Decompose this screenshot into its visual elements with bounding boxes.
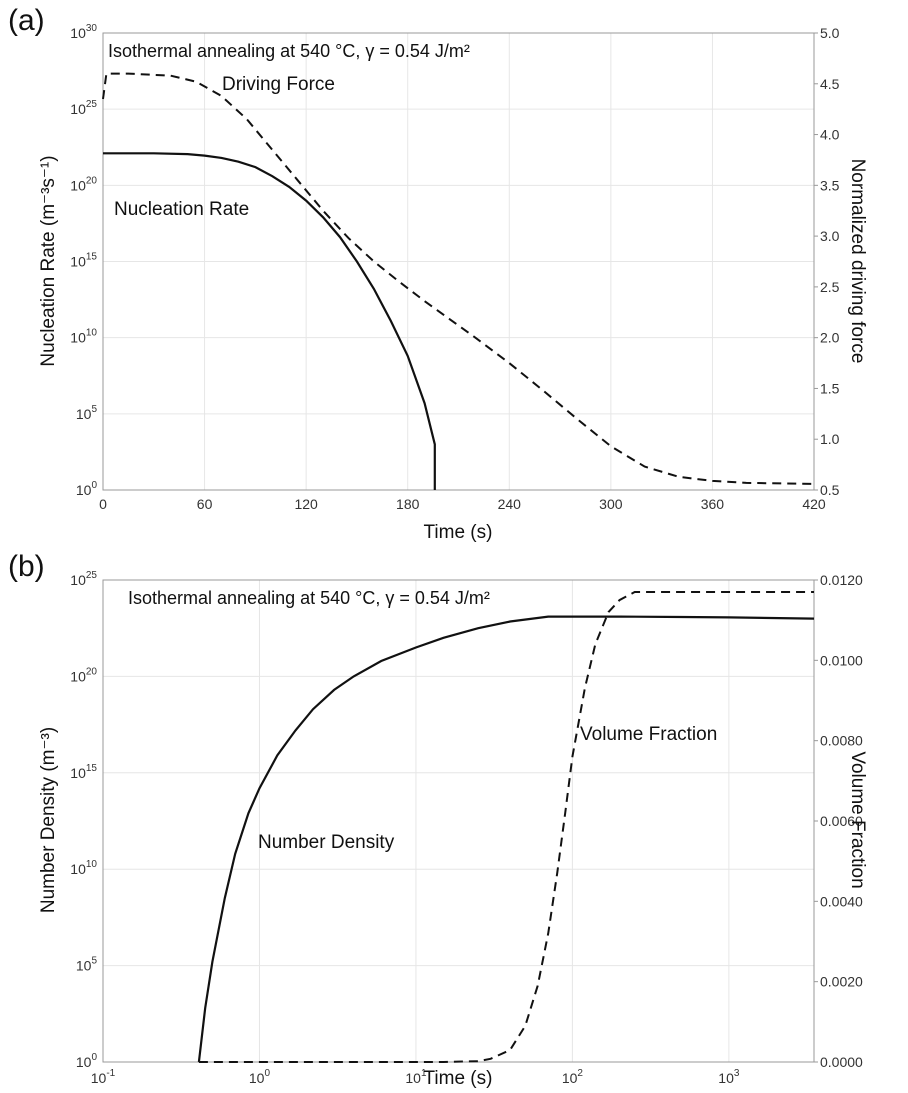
panel-a-y-right-title: Normalized driving force — [847, 159, 868, 364]
panel-a-x-tick-label: 120 — [294, 496, 318, 512]
volume-fraction-line — [198, 591, 814, 1063]
panel-b-grid — [102, 579, 814, 1063]
panel-a-y-right-tick-label: 3.0 — [820, 228, 840, 244]
panel-b-label: (b) — [8, 550, 45, 583]
panel-a-y-right-tick-label: 1.0 — [820, 431, 840, 447]
panel-b-y-right-tick-label: 0.0060 — [820, 813, 863, 829]
panel-b-y-left-tick-label: 1010 — [70, 859, 97, 877]
panel-b-y-right-tick-label: 0.0120 — [820, 572, 863, 588]
panel-a-x-tick-label: 240 — [498, 496, 522, 512]
panel-b-y-left-tick-label: 100 — [76, 1052, 98, 1070]
panel-a-y-right-tick-label: 0.5 — [820, 482, 840, 498]
panel-b-y-right-tick-label: 0.0040 — [820, 893, 863, 909]
panel-a-frame — [102, 32, 815, 491]
panel-b-y-right-tick-label: 0.0000 — [820, 1054, 863, 1070]
series-label-driving-force: Driving Force — [222, 74, 335, 95]
panel-a-y-right-tick-label: 4.5 — [820, 76, 840, 92]
panel-a-ticks: 0 60 120 180 240 300 360 420 100 105 1010 1015 1020 1… — [70, 23, 839, 512]
panel-a-y-left-tick-label: 1030 — [70, 23, 97, 41]
panel-b-annotation: Isothermal annealing at 540 °C, γ = 0.54… — [128, 588, 490, 608]
panel-a: (a) 0 60 120 180 240 300 360 420 100 105 1010 1015 1… — [8, 4, 868, 543]
panel-b-y-right-title: Volume Fraction — [847, 751, 868, 888]
panel-b-x-tick-label: 103 — [718, 1068, 740, 1086]
panel-a-x-tick-label: 0 — [99, 496, 107, 512]
panel-a-series — [102, 72, 815, 490]
panel-a-x-tick-label: 420 — [802, 496, 826, 512]
nucleation-rate-line — [103, 152, 436, 490]
panel-b-ticks: 10-1 100 101 102 10310010510101015102010250.… — [70, 570, 863, 1086]
panel-a-y-right-tick-label: 3.5 — [820, 177, 840, 193]
panel-b-y-right-tick-label: 0.0100 — [820, 652, 863, 668]
panel-a-y-right-tick-label: 2.5 — [820, 279, 840, 295]
series-label-number-density: Number Density — [258, 832, 395, 853]
panel-a-grid — [102, 32, 815, 491]
panel-a-x-tick-label: 300 — [599, 496, 623, 512]
panel-a-annotation: Isothermal annealing at 540 °C, γ = 0.54… — [108, 41, 470, 61]
panel-b-y-left-title: Number Density (m⁻³) — [38, 727, 59, 913]
panel-a-x-tick-label: 60 — [197, 496, 213, 512]
panel-a-y-left-tick-label: 1015 — [70, 252, 97, 270]
panel-a-x-tick-label: 360 — [701, 496, 725, 512]
panel-b-x-tick-label: 101 — [405, 1068, 427, 1086]
panel-b-x-tick-label: 10-1 — [91, 1068, 116, 1086]
panel-b-x-tick-label: 102 — [562, 1068, 584, 1086]
panel-a-x-title: Time (s) — [424, 522, 493, 543]
panel-a-y-left-tick-label: 1020 — [70, 175, 97, 193]
number-density-line — [197, 615, 815, 1063]
panel-a-x-tick-label: 180 — [396, 496, 420, 512]
panel-b-y-left-tick-label: 105 — [76, 956, 98, 974]
panel-b-y-right-tick-label: 0.0080 — [820, 733, 863, 749]
panel-b-y-left-tick-label: 1015 — [70, 763, 97, 781]
panel-a-y-right-tick-label: 2.0 — [820, 330, 840, 346]
panel-b-frame — [102, 579, 815, 1063]
panel-b-y-left-tick-label: 1025 — [70, 570, 97, 588]
panel-a-label: (a) — [8, 4, 45, 37]
series-label-volume-fraction: Volume Fraction — [580, 724, 717, 745]
panel-a-y-left-tick-label: 1010 — [70, 328, 97, 346]
panel-b-x-tick-label: 100 — [249, 1068, 271, 1086]
panel-a-y-right-tick-label: 5.0 — [820, 25, 840, 41]
panel-b-y-right-tick-label: 0.0020 — [820, 974, 863, 990]
panel-a-y-left-tick-label: 1025 — [70, 99, 97, 117]
panel-b-series — [197, 591, 815, 1063]
panel-a-y-left-tick-label: 100 — [76, 480, 98, 498]
panel-a-y-right-tick-label: 1.5 — [820, 380, 840, 396]
panel-a-y-right-tick-label: 4.0 — [820, 127, 840, 143]
panel-a-y-left-title: Nucleation Rate (m⁻³s⁻¹) — [38, 155, 59, 366]
panel-b-y-left-tick-label: 1020 — [70, 666, 97, 684]
driving-force-line — [102, 72, 815, 485]
series-label-nucleation-rate: Nucleation Rate — [114, 199, 249, 220]
panel-b-x-title: Time (s) — [424, 1068, 493, 1089]
panel-a-y-left-tick-label: 105 — [76, 404, 98, 422]
panel-b: (b) 10-1 100 101 102 10310010510101015102010… — [8, 550, 868, 1089]
